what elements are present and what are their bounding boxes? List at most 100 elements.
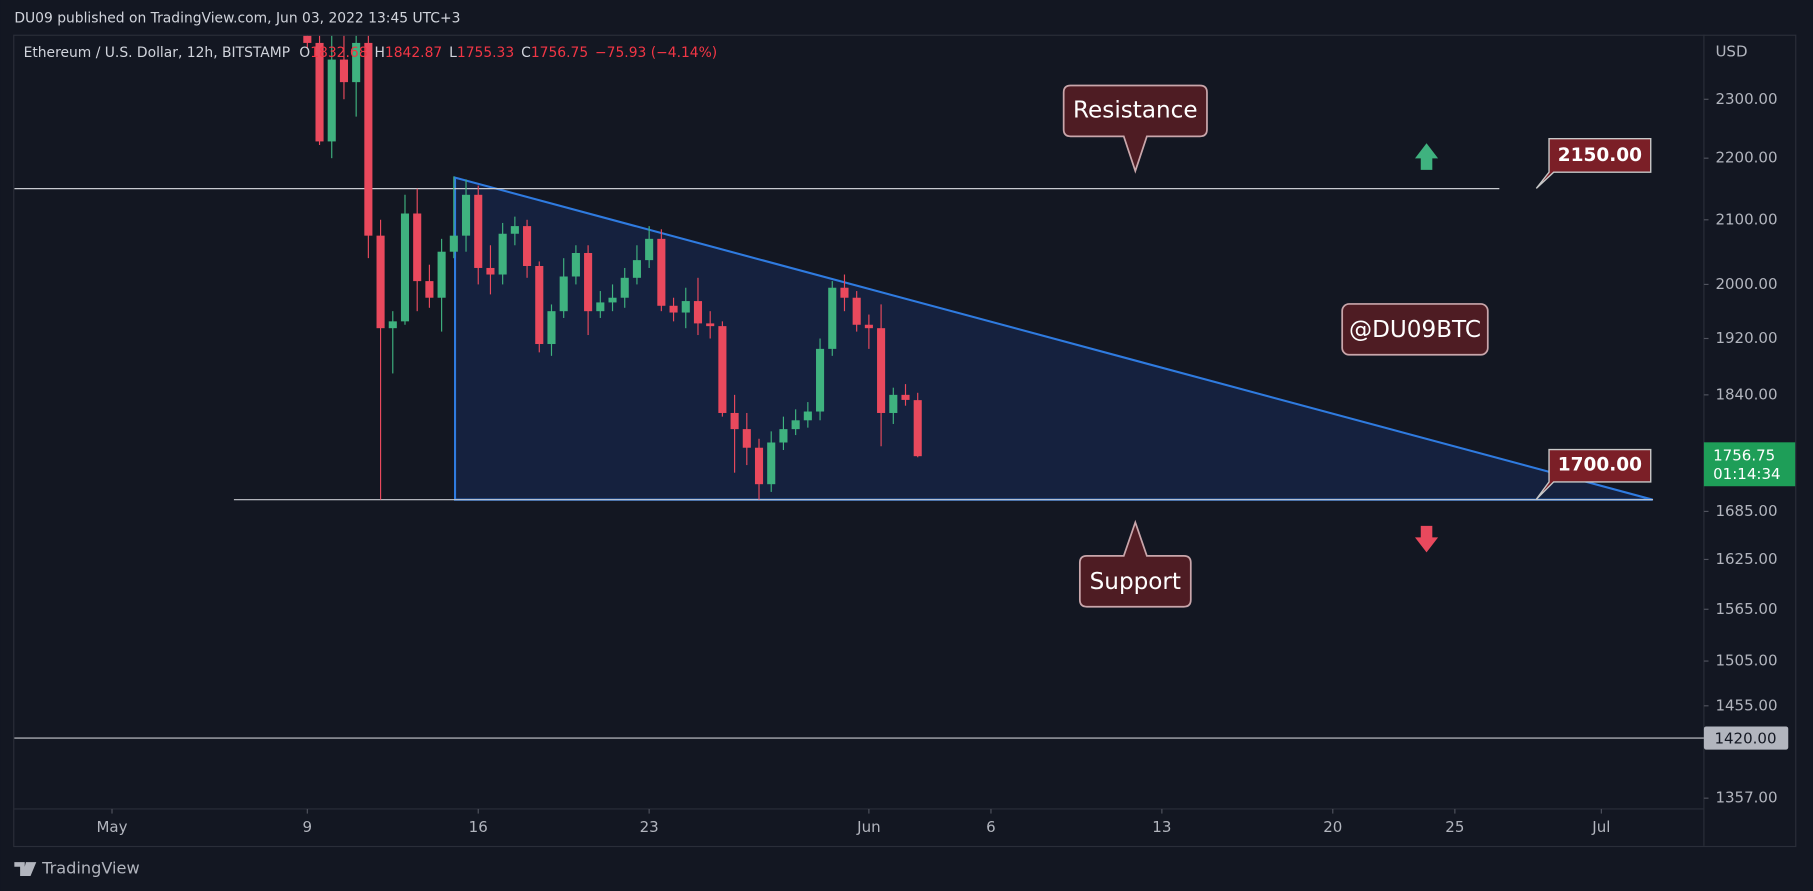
candle-body [425, 281, 434, 298]
support-label: Support [1090, 569, 1181, 595]
candle-body [449, 235, 458, 252]
candle-body [388, 321, 397, 329]
x-tick-label: Jul [1591, 818, 1610, 836]
legend-part: −75.93 (−4.14%) [595, 45, 717, 61]
candle-body [767, 442, 776, 485]
watermark-box [1341, 303, 1489, 356]
candle-body [681, 301, 690, 313]
candle-body [596, 302, 605, 312]
x-tick-label: 16 [469, 818, 488, 836]
candle-body [461, 194, 471, 236]
candle-body [852, 297, 861, 325]
candle-body [632, 260, 641, 278]
candle-body [718, 326, 727, 413]
candle-body [864, 324, 873, 329]
legend-part: L [449, 45, 457, 61]
candle-body [474, 194, 483, 268]
watermark: @DU09BTC [1349, 317, 1481, 343]
x-tick-label: 23 [640, 818, 659, 836]
candle-body [901, 394, 910, 400]
candle-body [645, 238, 654, 261]
candle-body [413, 213, 422, 282]
last-price-box [1703, 442, 1796, 487]
chart-frame [13, 34, 1797, 848]
y-tick-label: 1455.00 [1715, 696, 1777, 714]
candle-body [571, 253, 580, 277]
y-tick-label: 2100.00 [1715, 210, 1777, 228]
y-tick-label: 1357.00 [1715, 789, 1777, 807]
up-arrow [1414, 143, 1439, 170]
candle-body [559, 276, 568, 312]
candle-body [693, 301, 703, 324]
candle-body [584, 253, 593, 312]
legend-part: Ethereum / U.S. Dollar, 12h, BITSTAMP [24, 45, 290, 61]
support-price: 1700.00 [1558, 455, 1642, 476]
candle-body [547, 311, 556, 345]
candle-body [486, 267, 495, 275]
candle-body [400, 213, 410, 322]
candle-body [840, 287, 849, 298]
candle-body [669, 305, 678, 313]
x-tick-label: 20 [1323, 818, 1342, 836]
candle-body [352, 42, 361, 83]
candle-body [791, 420, 800, 430]
currency-label: USD [1715, 43, 1747, 61]
candle-body [889, 394, 898, 413]
candle-body [498, 233, 507, 275]
y-tick-label: 1920.00 [1715, 329, 1777, 347]
candle-body [376, 235, 385, 329]
candle-body [803, 411, 812, 421]
candle-body [327, 59, 336, 142]
brand-logo [14, 862, 37, 876]
x-tick-label: 13 [1152, 818, 1171, 836]
y-tick-label: 1505.00 [1715, 652, 1777, 670]
candle-body [608, 297, 617, 303]
legend-part: 1842.87 [385, 45, 442, 61]
legend-part: C [521, 45, 531, 61]
resistance-price-callout [1535, 137, 1652, 189]
y-tick-label: 2300.00 [1715, 90, 1777, 108]
candle-body [706, 323, 715, 327]
x-tick-label: May [96, 818, 127, 836]
candle-body [510, 226, 519, 234]
plot-area [14, 35, 1654, 501]
candle-body [315, 42, 324, 142]
candle-body [364, 42, 373, 236]
candle-body [535, 266, 544, 345]
down-arrow [1414, 525, 1439, 553]
candle-body [730, 412, 739, 430]
candle-body [754, 447, 764, 485]
y-tick-label: 1625.00 [1715, 550, 1777, 568]
y-tick-label: 2200.00 [1715, 149, 1777, 167]
legend-part: 1832.68 [310, 45, 367, 61]
countdown: 01:14:34 [1713, 465, 1780, 483]
line-price-box [1703, 726, 1789, 750]
candle-body [913, 400, 922, 457]
x-tick-label: 9 [303, 818, 313, 836]
y-tick-label: 2000.00 [1715, 275, 1777, 293]
candle-body [816, 348, 825, 412]
legend: Ethereum / U.S. Dollar, 12h, BITSTAMP O18… [24, 45, 718, 61]
line-price-label: 1420.00 [1714, 730, 1776, 748]
legend-part: 1756.75 [531, 45, 588, 61]
candle-body [303, 35, 312, 43]
candle-body [657, 238, 666, 306]
candle-body [779, 429, 788, 443]
x-tick-label: 6 [986, 818, 996, 836]
legend-part: 1755.33 [457, 45, 514, 61]
brand: TradingView [41, 859, 140, 878]
candle-body [339, 59, 348, 83]
published-note: DU09 published on TradingView.com, Jun 0… [14, 10, 460, 26]
y-tick-label: 1565.00 [1715, 600, 1777, 618]
legend-part: O [299, 45, 310, 61]
candle-body [742, 429, 751, 448]
x-tick-label: Jun [856, 818, 880, 836]
legend-part: H [374, 45, 384, 61]
candle-body [828, 287, 837, 349]
resistance-label: Resistance [1073, 97, 1198, 123]
last-price: 1756.75 [1713, 447, 1775, 465]
support-callout [1078, 519, 1192, 608]
